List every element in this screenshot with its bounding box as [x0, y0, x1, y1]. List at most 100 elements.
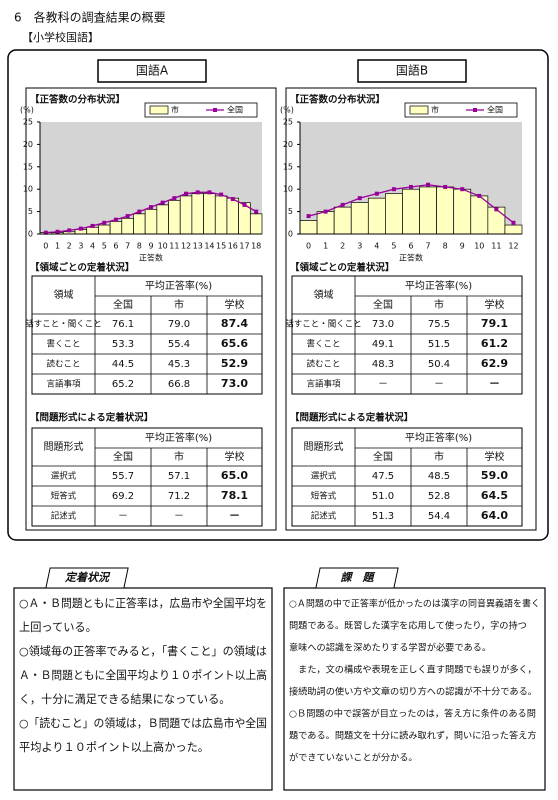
table-header: 領域	[54, 288, 74, 301]
point	[494, 207, 499, 212]
legend-swatch	[149, 105, 169, 115]
bar	[168, 200, 181, 235]
comment-title: 定着状況	[64, 571, 111, 584]
point	[242, 202, 247, 207]
x-tick-label: 17	[239, 242, 249, 251]
point	[55, 229, 60, 234]
comment-line: ○Ａ問題の中で正答率が低かったのは漢字の同音異義語を書く	[289, 598, 540, 610]
x-tick-label: 11	[169, 242, 179, 251]
bar	[226, 197, 239, 235]
point	[78, 226, 83, 231]
row-label: 記述式	[311, 511, 337, 522]
point	[254, 209, 259, 214]
bar	[156, 204, 169, 235]
row-label: 選択式	[51, 471, 77, 482]
table-frame	[291, 275, 523, 395]
comment-line: 接続助詞の使い方や文章の切り方への認識が不十分である。	[289, 686, 537, 698]
row-label: 書くこと	[46, 339, 80, 350]
point	[149, 205, 153, 210]
point	[90, 223, 95, 228]
bar	[453, 188, 472, 235]
bar	[504, 224, 523, 235]
comment-line: く，十分に満足できる結果になっている。	[19, 692, 230, 706]
bar	[402, 188, 420, 235]
table-header: 市	[174, 450, 184, 463]
table-header: 平均正答率(%)	[405, 279, 472, 292]
section-heading: 【領域ごとの定着状況】	[290, 262, 394, 274]
point	[67, 228, 72, 233]
table-cell: 45.3	[168, 359, 190, 370]
comment-box	[13, 587, 273, 791]
comment-line: 意味への認識を深めたりする学習が必要である。	[289, 642, 491, 654]
table-header: 平均正答率(%)	[405, 431, 472, 444]
table-cell: 64.0	[481, 509, 508, 522]
bar	[86, 226, 99, 235]
table-header: 市	[174, 298, 184, 311]
table-cell: －	[434, 379, 444, 390]
table-cell: 51.3	[372, 511, 394, 522]
table-header: 全国	[373, 298, 393, 311]
bar	[385, 193, 403, 235]
y-tick-label: 5	[28, 207, 33, 216]
y-tick-label: 15	[283, 162, 293, 171]
legend-swatch	[409, 105, 429, 115]
panel-frame	[25, 87, 277, 531]
table-cell: 76.1	[112, 319, 134, 330]
table-header: 学校	[485, 450, 505, 463]
table-cell: 66.8	[168, 379, 190, 390]
point	[207, 190, 212, 195]
comment-line: 問題である。既習した漢字を応用して使ったり，字の持つ	[289, 620, 527, 632]
x-tick-label: 8	[137, 242, 142, 251]
point	[374, 191, 379, 196]
x-tick-label: 2	[340, 242, 345, 251]
table-cell: 55.7	[112, 471, 134, 482]
table-cell: 59.0	[481, 469, 508, 482]
x-tick-label: 0	[306, 242, 311, 251]
x-tick-label: 0	[43, 242, 48, 251]
table-cell: 73.0	[221, 377, 248, 390]
legend-label: 全国	[227, 105, 243, 115]
row-label: 選択式	[311, 471, 337, 482]
page-subtitle: 【小学校国語】	[22, 30, 99, 44]
bar	[179, 195, 193, 235]
point	[137, 209, 142, 214]
section-heading: 【正答数の分布状況】	[30, 94, 125, 106]
y-tick-label: 25	[283, 118, 293, 127]
table-header: 市	[434, 450, 444, 463]
bar	[109, 221, 123, 235]
legend-swatch	[473, 108, 477, 112]
point	[125, 214, 130, 219]
x-tick-label: 3	[78, 242, 83, 251]
point	[391, 187, 396, 192]
y-tick-label: 25	[23, 118, 33, 127]
table-cell: 65.6	[221, 337, 248, 350]
table-header: 全国	[373, 450, 393, 463]
x-tick-label: 6	[408, 242, 413, 251]
x-tick-label: 13	[193, 242, 203, 251]
row-label: 話すこと・聞くこと	[285, 319, 362, 330]
point	[357, 196, 362, 201]
table-header: 平均正答率(%)	[145, 431, 212, 444]
x-tick-label: 1	[323, 242, 328, 251]
table-cell: 52.9	[221, 357, 248, 370]
legend-frame	[404, 102, 518, 118]
table-cell: 52.8	[428, 491, 450, 502]
x-tick-label: 3	[357, 242, 362, 251]
row-label: 言語事項	[46, 379, 81, 390]
comment-tab	[315, 567, 399, 589]
table-cell: 69.2	[112, 491, 134, 502]
x-tick-label: 2	[67, 242, 72, 251]
table-cell: 62.9	[481, 357, 508, 370]
table-header: 問題形式	[44, 440, 84, 453]
y-tick-label: 0	[288, 230, 293, 239]
point	[230, 197, 235, 202]
point	[195, 190, 200, 195]
table-header: 学校	[485, 298, 505, 311]
bar	[121, 217, 134, 235]
bar	[470, 195, 489, 235]
point	[306, 214, 311, 219]
y-tick-label: 10	[283, 185, 293, 194]
point	[511, 220, 516, 225]
x-tick-label: 18	[251, 242, 261, 251]
